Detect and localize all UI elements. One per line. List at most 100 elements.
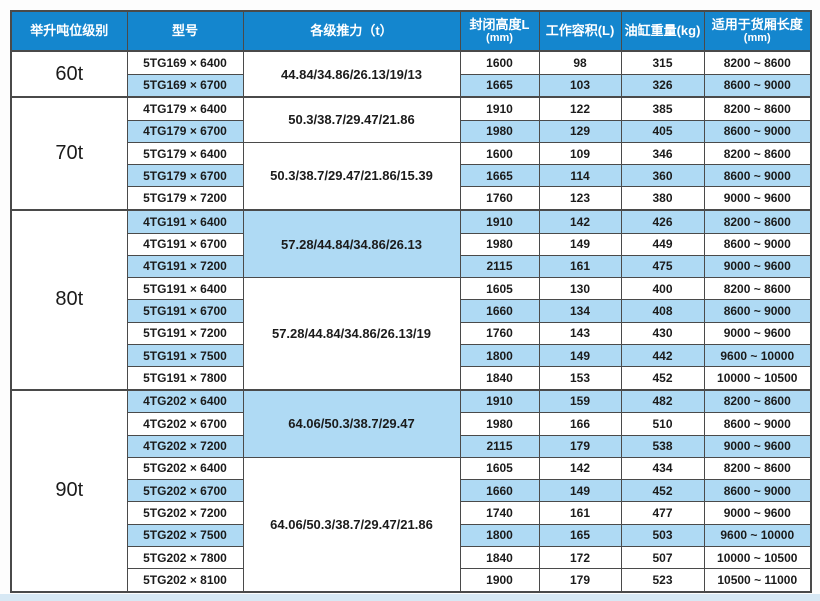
table-row: 4TG202 × 6700 1980 166 510 8600 ~ 9000 [11, 412, 812, 436]
cell-weight: 380 [620, 186, 705, 211]
cell-volume: 114 [538, 164, 622, 188]
cell-weight: 434 [620, 456, 705, 481]
header-row: 举升吨位级别 型号 各级推力（t） 封闭高度L (mm) 工作容积(L) 油缸重量(kg) 适… [10, 10, 812, 52]
cell-model: 5TG179 × 6700 [126, 164, 244, 188]
cell-box-length: 10000 ~ 10500 [703, 366, 812, 391]
table-row: 5TG202 × 7800 1840 172 507 10000 ~ 10500 [11, 545, 812, 570]
cell-model: 5TG191 × 6400 [126, 277, 244, 301]
cell-model: 5TG202 × 7200 [126, 501, 244, 525]
cell-closed-height: 1605 [459, 277, 540, 301]
table-row: 5TG191 × 7800 1840 153 452 10000 ~ 10500 [11, 366, 812, 391]
cell-volume: 130 [538, 277, 622, 301]
cell-model: 4TG202 × 6700 [126, 412, 244, 436]
cell-volume: 149 [538, 479, 622, 503]
cell-weight: 426 [620, 208, 705, 234]
cell-thrust: 64.06/50.3/38.7/29.47 [242, 388, 461, 458]
table-row: 5TG202 × 6700 1660 149 452 8600 ~ 9000 [11, 479, 812, 503]
cell-volume: 179 [538, 568, 622, 593]
cell-box-length: 8200 ~ 8600 [703, 277, 812, 301]
cell-box-length: 8200 ~ 8600 [703, 96, 812, 121]
col-header-label: 封闭高度L [469, 16, 530, 32]
cell-weight: 315 [620, 49, 705, 75]
cell-weight: 510 [620, 412, 705, 436]
cell-box-length: 9000 ~ 9600 [703, 434, 812, 458]
cell-box-length: 9000 ~ 9600 [703, 186, 812, 211]
cell-box-length: 8600 ~ 9000 [703, 164, 812, 188]
table-row: 5TG179 × 6400 50.3/38.7/29.47/21.86/15.39… [11, 141, 812, 211]
cell-weight: 405 [620, 119, 705, 143]
cell-box-length: 10500 ~ 11000 [703, 568, 812, 593]
cell-closed-height: 1600 [459, 49, 540, 75]
col-header: 各级推力（t） [242, 10, 461, 52]
table-row: 70t 4TG179 × 6400 50.3/38.7/29.47/21.86 191… [10, 96, 812, 211]
cell-tonnage: 90t [10, 388, 128, 593]
table-row: 5TG191 × 6400 57.28/44.84/34.86/26.13/19 1… [11, 277, 812, 391]
cell-volume: 179 [538, 434, 622, 458]
cell-model: 4TG191 × 7200 [126, 254, 244, 279]
table-row: 4TG191 × 7200 2115 161 475 9000 ~ 9600 [11, 254, 812, 279]
table-row: 5TG191 × 7200 1760 143 430 9000 ~ 9600 [11, 321, 812, 345]
cell-volume: 159 [538, 388, 622, 414]
cell-model: 5TG179 × 7200 [126, 186, 244, 211]
cell-closed-height: 1660 [459, 479, 540, 503]
cell-box-length: 8200 ~ 8600 [703, 141, 812, 166]
cell-tonnage: 80t [10, 208, 128, 391]
cell-closed-height: 2115 [459, 254, 540, 279]
bottom-strip [0, 594, 820, 601]
cell-volume: 134 [538, 299, 622, 323]
table-row: 80t 4TG191 × 6400 57.28/44.84/34.86/26.13 1… [10, 208, 812, 391]
cell-box-length: 9000 ~ 9600 [703, 321, 812, 345]
cell-weight: 449 [620, 232, 705, 256]
cell-model: 5TG191 × 7200 [126, 321, 244, 345]
cell-model: 5TG191 × 7800 [126, 366, 244, 391]
cell-closed-height: 1600 [459, 141, 540, 166]
cell-volume: 122 [538, 96, 622, 121]
cell-tonnage: 70t [10, 96, 128, 211]
cell-model: 5TG202 × 6400 [126, 456, 244, 481]
cell-volume: 161 [538, 254, 622, 279]
table-header: 举升吨位级别 型号 各级推力（t） 封闭高度L (mm) 工作容积(L) 油缸重量(kg) 适… [10, 10, 812, 52]
col-header: 封闭高度L (mm) [459, 10, 540, 52]
cell-weight: 430 [620, 321, 705, 345]
cell-weight: 477 [620, 501, 705, 525]
col-header: 油缸重量(kg) [620, 10, 705, 52]
cell-closed-height: 1980 [459, 119, 540, 143]
cell-closed-height: 1660 [459, 299, 540, 323]
cell-volume: 142 [538, 208, 622, 234]
cell-box-length: 8200 ~ 8600 [703, 208, 812, 234]
cell-volume: 143 [538, 321, 622, 345]
cell-model: 4TG191 × 6400 [126, 208, 244, 234]
cell-closed-height: 1980 [459, 232, 540, 256]
cell-weight: 385 [620, 96, 705, 121]
cell-model: 5TG202 × 6700 [126, 479, 244, 503]
cell-thrust: 50.3/38.7/29.47/21.86 [242, 96, 461, 143]
cell-closed-height: 1605 [459, 456, 540, 481]
cell-volume: 109 [538, 141, 622, 166]
cell-volume: 166 [538, 412, 622, 436]
cell-closed-height: 1910 [459, 96, 540, 121]
col-header: 举升吨位级别 [10, 10, 128, 52]
table-row: 4TG191 × 6700 1980 149 449 8600 ~ 9000 [11, 232, 812, 256]
cell-box-length: 8200 ~ 8600 [703, 456, 812, 481]
cell-model: 5TG169 × 6700 [126, 73, 244, 98]
cell-thrust: 57.28/44.84/34.86/26.13/19 [242, 277, 461, 391]
cell-weight: 475 [620, 254, 705, 279]
cell-model: 4TG202 × 7200 [126, 434, 244, 458]
cell-closed-height: 1740 [459, 501, 540, 525]
col-header-label: 举升吨位级别 [30, 22, 109, 38]
cell-model: 4TG179 × 6700 [126, 119, 244, 143]
cell-thrust: 64.06/50.3/38.7/29.47/21.86 [242, 456, 461, 593]
cell-closed-height: 1800 [459, 523, 540, 547]
cell-weight: 442 [620, 343, 705, 368]
cell-closed-height: 1900 [459, 568, 540, 593]
cell-box-length: 8200 ~ 8600 [703, 388, 812, 414]
cell-volume: 149 [538, 232, 622, 256]
col-header: 型号 [126, 10, 244, 52]
table-row: 5TG191 × 7500 1800 149 442 9600 ~ 10000 [11, 343, 812, 368]
cell-closed-height: 1665 [459, 73, 540, 98]
table-row: 5TG179 × 6700 1665 114 360 8600 ~ 9000 [11, 164, 812, 188]
col-header-label: 油缸重量(kg) [624, 22, 701, 38]
cell-volume: 172 [538, 545, 622, 570]
cell-closed-height: 1840 [459, 545, 540, 570]
